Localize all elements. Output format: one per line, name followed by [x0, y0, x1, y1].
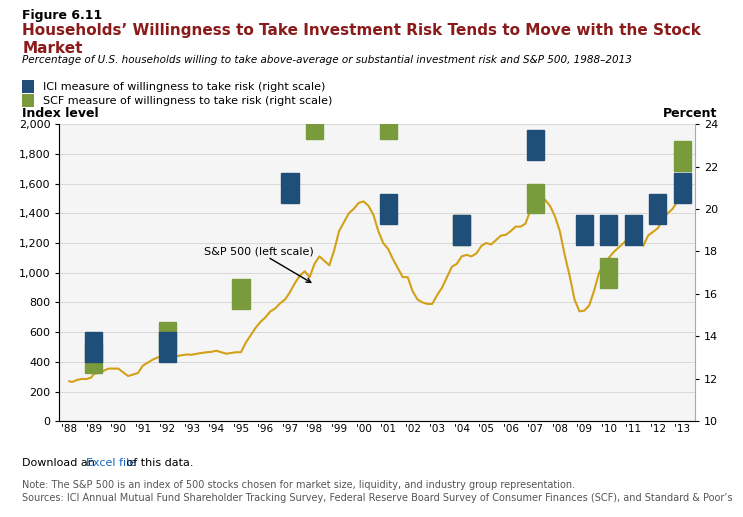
Bar — [576, 216, 593, 245]
Bar — [306, 109, 323, 139]
Bar — [85, 332, 103, 362]
Bar — [453, 216, 470, 245]
Text: Percent: Percent — [663, 107, 717, 120]
Bar — [674, 141, 691, 171]
Bar — [625, 216, 642, 245]
Text: SCF measure of willingness to take risk (right scale): SCF measure of willingness to take risk … — [43, 96, 332, 105]
Text: Excel file: Excel file — [86, 458, 136, 467]
Text: ICI measure of willingness to take risk (right scale): ICI measure of willingness to take risk … — [43, 82, 325, 92]
Bar — [282, 173, 299, 203]
Bar — [674, 173, 691, 203]
Bar — [380, 194, 397, 224]
Bar — [649, 194, 666, 224]
Bar — [453, 216, 470, 245]
Text: Note: The S&P 500 is an index of 500 stocks chosen for market size, liquidity, a: Note: The S&P 500 is an index of 500 sto… — [22, 480, 575, 490]
Text: Figure 6.11: Figure 6.11 — [22, 9, 103, 22]
Text: Households’ Willingness to Take Investment Risk Tends to Move with the Stock Mar: Households’ Willingness to Take Investme… — [22, 23, 701, 56]
Text: of this data.: of this data. — [123, 458, 194, 467]
Bar — [159, 322, 176, 351]
Text: Download an: Download an — [22, 458, 99, 467]
Bar — [600, 216, 617, 245]
Bar — [600, 258, 617, 287]
Text: Index level: Index level — [22, 107, 99, 120]
Bar — [159, 332, 176, 362]
Text: Sources: ICI Annual Mutual Fund Shareholder Tracking Survey, Federal Reserve Boa: Sources: ICI Annual Mutual Fund Sharehol… — [22, 493, 733, 503]
Bar — [527, 184, 544, 213]
Bar — [527, 130, 544, 160]
Bar — [233, 279, 250, 309]
Text: S&P 500 (left scale): S&P 500 (left scale) — [204, 247, 314, 282]
Bar — [85, 343, 103, 373]
Text: Percentage of U.S. households willing to take above-average or substantial inves: Percentage of U.S. households willing to… — [22, 55, 632, 65]
Bar — [380, 109, 397, 139]
